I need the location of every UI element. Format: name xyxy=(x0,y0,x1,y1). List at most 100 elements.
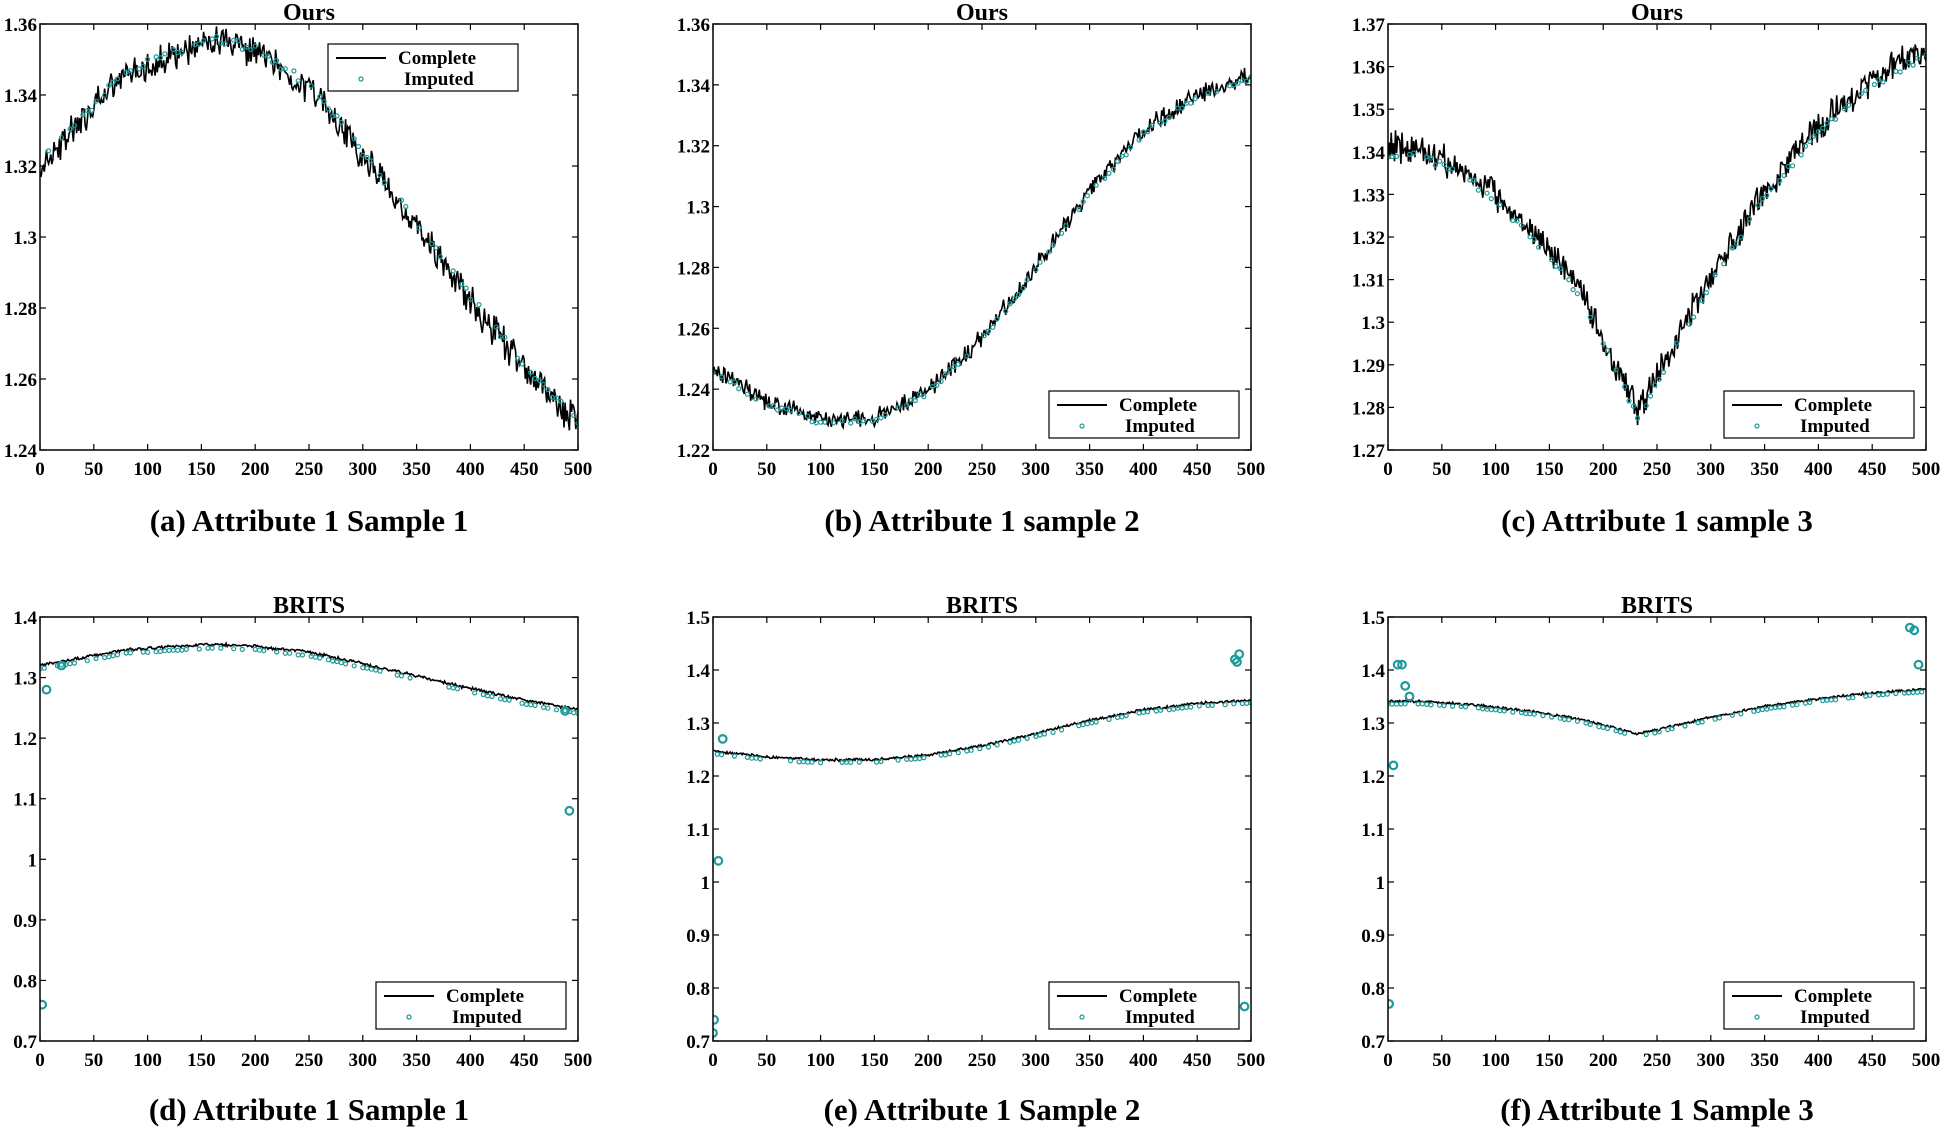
imputed-point xyxy=(1497,202,1503,208)
imputed-point xyxy=(1789,702,1796,708)
imputed-point xyxy=(140,649,146,655)
imputed-point xyxy=(67,126,73,132)
imputed-point xyxy=(1815,128,1822,135)
x-tick-label: 50 xyxy=(1432,1050,1451,1071)
imputed-point xyxy=(1475,187,1482,193)
imputed-point xyxy=(1157,120,1164,126)
imputed-point xyxy=(727,379,733,385)
imputed-point xyxy=(731,379,738,385)
imputed-point xyxy=(114,76,121,82)
imputed-point xyxy=(1540,712,1546,719)
imputed-point xyxy=(416,225,422,231)
imputed-point xyxy=(467,296,473,302)
imputed-point xyxy=(1015,292,1022,298)
imputed-point xyxy=(1093,719,1099,725)
y-tick-label: 1.26 xyxy=(4,370,37,391)
y-tick-label: 1.37 xyxy=(1352,15,1386,36)
imputed-point xyxy=(916,391,923,398)
imputed-point xyxy=(1561,716,1568,723)
plot-frame xyxy=(712,23,1252,451)
imputed-point xyxy=(1428,702,1434,708)
imputed-point xyxy=(731,753,738,759)
imputed-point xyxy=(809,759,815,765)
imputed-point xyxy=(351,663,357,669)
imputed-point xyxy=(1397,659,1407,670)
imputed-point xyxy=(1755,202,1761,208)
imputed-point xyxy=(360,152,366,158)
imputed-point xyxy=(553,707,560,713)
imputed-point xyxy=(1406,151,1413,157)
legend-imputed-label: Imputed xyxy=(1125,1007,1195,1028)
imputed-point xyxy=(1510,709,1516,715)
chart-panel-b: Ours 0 50 100 150 200 250 300 350 400 450 500 1.22 1.… xyxy=(677,0,1266,538)
chart-title: BRITS xyxy=(1621,593,1693,619)
x-tick-label: 350 xyxy=(1075,459,1104,480)
chart-title: BRITS xyxy=(273,593,345,619)
imputed-point xyxy=(338,119,344,126)
imputed-point xyxy=(93,98,99,104)
imputed-point xyxy=(955,361,961,367)
imputed-point xyxy=(295,652,301,658)
imputed-point xyxy=(1914,689,1921,695)
imputed-point xyxy=(56,660,67,671)
imputed-point xyxy=(1574,718,1581,724)
x-tick-label: 400 xyxy=(1129,1050,1158,1071)
imputed-point xyxy=(1076,206,1082,212)
plot-frame xyxy=(712,616,1252,1042)
imputed-point xyxy=(179,647,185,653)
y-tick-label: 1.27 xyxy=(1352,441,1386,462)
imputed-point xyxy=(1080,721,1086,728)
imputed-point xyxy=(1820,697,1826,704)
imputed-point xyxy=(274,57,280,64)
imputed-point xyxy=(860,418,867,424)
y-tick-label: 1.32 xyxy=(4,157,37,178)
x-tick-label: 0 xyxy=(35,459,45,480)
y-tick-label: 1.36 xyxy=(677,15,710,36)
imputed-point xyxy=(1213,89,1220,95)
imputed-point xyxy=(153,649,159,655)
complete-series-line xyxy=(1388,44,1926,426)
panel-caption: (e) Attribute 1 Sample 2 xyxy=(824,1092,1141,1127)
imputed-point xyxy=(1239,77,1246,84)
y-tick-label: 1.26 xyxy=(677,319,710,340)
imputed-point xyxy=(1660,369,1667,375)
imputed-point xyxy=(1617,729,1624,735)
imputed-point xyxy=(1914,55,1921,61)
imputed-point xyxy=(127,68,133,74)
imputed-point xyxy=(985,328,992,334)
y-tick-label: 1 xyxy=(28,850,38,871)
imputed-point xyxy=(403,204,409,210)
y-tick-label: 1.32 xyxy=(677,137,710,158)
x-tick-label: 50 xyxy=(84,1050,103,1071)
x-tick-label: 250 xyxy=(1643,1050,1672,1071)
imputed-point xyxy=(938,378,944,385)
imputed-point xyxy=(1415,701,1421,707)
imputed-point xyxy=(744,391,751,397)
imputed-point xyxy=(140,63,146,69)
imputed-point xyxy=(545,705,551,711)
imputed-point xyxy=(1102,175,1108,181)
y-tick-label: 1.28 xyxy=(677,258,710,279)
imputed-point xyxy=(1557,715,1563,721)
imputed-point xyxy=(757,756,763,762)
imputed-point xyxy=(265,53,271,59)
imputed-point xyxy=(274,649,280,655)
imputed-point xyxy=(1596,724,1602,730)
imputed-point xyxy=(805,413,811,419)
x-tick-label: 300 xyxy=(1022,459,1051,480)
imputed-point xyxy=(770,403,776,409)
imputed-point xyxy=(1604,725,1611,732)
imputed-point xyxy=(1583,720,1589,726)
imputed-point xyxy=(749,755,755,761)
y-tick-label: 1.4 xyxy=(686,661,710,682)
imputed-point xyxy=(80,111,86,118)
y-tick-label: 1.3 xyxy=(13,228,37,249)
imputed-point xyxy=(1828,116,1834,122)
imputed-point xyxy=(1123,152,1129,158)
imputed-point xyxy=(1037,259,1043,265)
imputed-point xyxy=(1183,100,1190,106)
imputed-point xyxy=(1436,702,1443,708)
y-tick-label: 1.24 xyxy=(4,441,38,462)
imputed-point xyxy=(450,685,456,691)
imputed-point xyxy=(127,650,133,656)
